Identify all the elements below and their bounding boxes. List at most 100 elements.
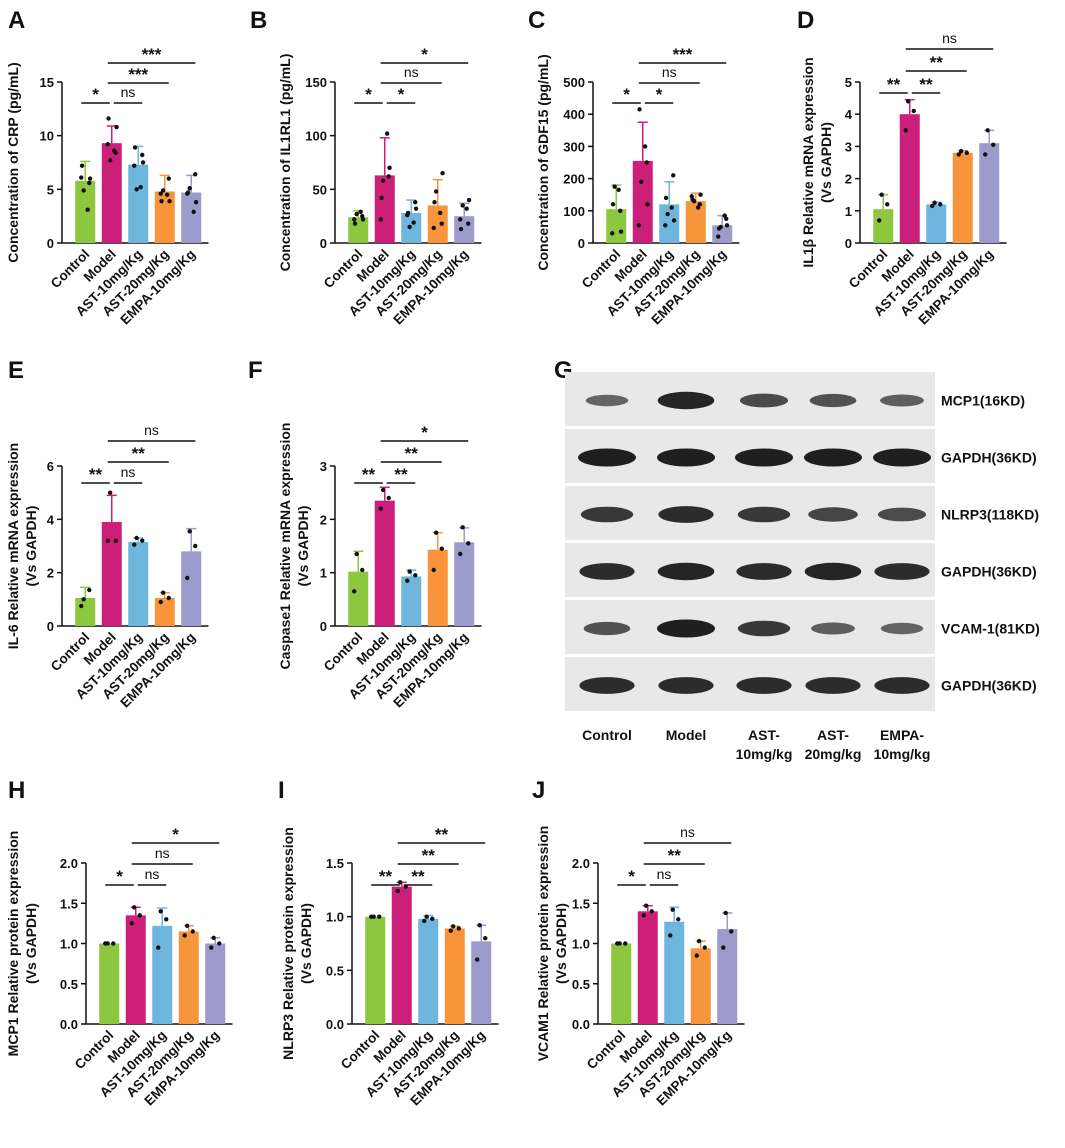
blot-band: [880, 622, 924, 635]
blot-band: [579, 677, 635, 694]
data-point: [352, 217, 357, 222]
bar-H-1: [125, 915, 146, 1024]
data-point: [87, 180, 92, 186]
data-point: [695, 205, 701, 210]
y-tick-label: 400: [563, 107, 585, 122]
blot-lane-label: AST-: [748, 727, 780, 743]
significance-label: ns: [145, 866, 160, 882]
data-point: [694, 953, 699, 958]
data-point: [185, 575, 190, 581]
y-axis-label: (Vs GAPDH): [818, 122, 834, 203]
significance-label: **: [422, 846, 436, 865]
y-tick-label: 3: [845, 139, 852, 154]
significance-label: *: [92, 85, 99, 104]
data-point: [166, 595, 171, 601]
bar-J-1: [637, 911, 658, 1024]
blot-row-label: GAPDH(36KD): [941, 564, 1037, 580]
blot-row-label: VCAM-1(81KD): [941, 621, 1040, 637]
y-tick-label: 0.5: [326, 963, 344, 978]
data-point: [618, 208, 623, 213]
data-point: [645, 202, 650, 207]
blot-band: [804, 448, 862, 467]
significance-label: *: [398, 85, 405, 104]
data-point: [696, 938, 702, 944]
data-point: [209, 945, 214, 950]
data-point: [377, 914, 382, 919]
data-point: [911, 108, 916, 114]
data-point: [140, 538, 145, 543]
data-point: [698, 192, 703, 197]
data-point: [132, 145, 138, 150]
bar-E-3: [154, 598, 175, 626]
bar-A-1: [101, 143, 122, 243]
y-tick-label: 0: [320, 236, 327, 251]
significance-label: *: [172, 825, 179, 844]
significance-label: *: [628, 867, 635, 886]
blot-band: [877, 507, 927, 522]
data-point: [191, 209, 196, 215]
data-point: [663, 195, 669, 201]
significance-label: *: [365, 85, 372, 104]
significance-label: **: [411, 867, 425, 886]
y-tick-label: 3: [320, 459, 327, 474]
y-tick-label: 0: [47, 236, 54, 251]
data-point: [379, 195, 384, 201]
blot-band: [811, 622, 855, 635]
data-point: [378, 217, 383, 222]
bar-J-4: [717, 929, 738, 1024]
bar-D-0: [873, 209, 894, 243]
data-point: [378, 506, 383, 511]
bar-E-1: [101, 522, 122, 626]
y-tick-label: 2.0: [572, 856, 590, 871]
data-point: [905, 99, 911, 104]
bar-F-1: [374, 500, 395, 626]
data-point: [466, 541, 471, 546]
y-tick-label: 1: [320, 566, 327, 581]
y-tick-label: 50: [313, 182, 327, 197]
bar-F-4: [454, 542, 475, 626]
bar-I-4: [471, 941, 492, 1024]
blot-band: [880, 394, 924, 407]
data-point: [81, 188, 86, 193]
significance-label: **: [668, 846, 682, 865]
data-point: [413, 573, 418, 578]
data-point: [422, 918, 427, 924]
y-tick-label: 500: [563, 75, 585, 90]
panel-letter-J: J: [532, 777, 545, 804]
y-axis-label: NLRP3 Relative protein expression: [280, 827, 296, 1060]
data-point: [217, 941, 222, 946]
data-point: [193, 543, 198, 549]
y-tick-label: 0: [578, 236, 585, 251]
blot-lane-label: AST-: [817, 727, 849, 743]
data-point: [670, 907, 675, 912]
data-point: [669, 205, 674, 210]
data-point: [164, 192, 170, 197]
data-point: [132, 542, 137, 547]
data-point: [137, 913, 142, 918]
blot-lane-label: 10mg/kg: [736, 746, 793, 762]
blot-band: [808, 507, 858, 522]
data-point: [930, 203, 935, 209]
data-point: [386, 495, 391, 501]
significance-label: ***: [673, 45, 693, 64]
y-axis-label: (Vs GAPDH): [23, 903, 39, 984]
data-point: [964, 150, 969, 156]
data-point: [81, 597, 86, 602]
data-point: [644, 160, 649, 165]
data-point: [932, 200, 937, 205]
bar-F-3: [427, 549, 448, 626]
bar-A-2: [128, 164, 149, 243]
data-point: [716, 234, 721, 239]
data-point: [184, 923, 190, 928]
bar-C-3: [685, 201, 706, 243]
data-point: [903, 128, 908, 133]
data-point: [432, 200, 437, 205]
y-tick-label: 150: [305, 75, 327, 90]
data-point: [134, 535, 139, 541]
y-tick-label: 0: [320, 619, 327, 634]
data-point: [159, 198, 164, 204]
data-point: [665, 211, 670, 217]
data-point: [113, 538, 118, 543]
data-point: [637, 107, 642, 112]
